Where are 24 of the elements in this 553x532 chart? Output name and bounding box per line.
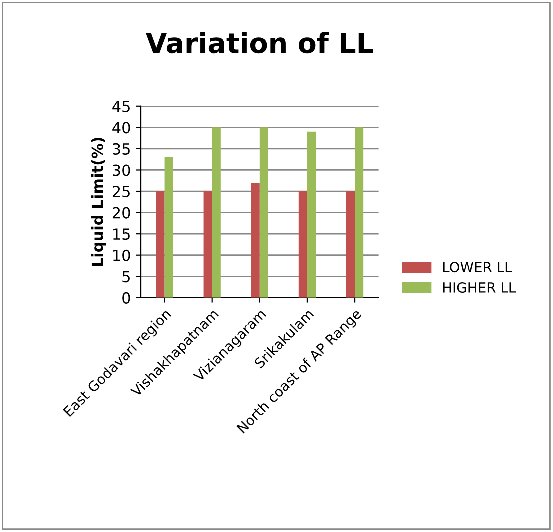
bar — [164, 157, 174, 298]
chart-title: Variation of LL — [146, 32, 374, 54]
bar — [260, 128, 268, 298]
y-axis-title: Liquid Limit(%) — [92, 138, 106, 266]
bar — [298, 192, 308, 298]
y-tick-label: 40 — [112, 122, 130, 134]
y-tick-label: 45 — [112, 101, 130, 112]
y-tick-label: 35 — [113, 143, 130, 155]
y-tick-label: 5 — [122, 271, 130, 283]
bar — [251, 183, 260, 298]
bar — [212, 128, 221, 298]
y-tick-label: 0 — [122, 292, 130, 304]
bar — [156, 192, 165, 298]
y-tick-label: 15 — [114, 228, 130, 240]
bar — [307, 132, 316, 298]
legend-label: HIGHER LL — [443, 282, 516, 293]
bar — [355, 128, 364, 298]
y-tick-label: 20 — [112, 207, 130, 219]
y-tick-label: 30 — [113, 164, 130, 176]
legend-label: LOWER LL — [443, 262, 512, 273]
y-tick-label: 25 — [112, 186, 130, 198]
bar — [204, 192, 212, 298]
bar — [346, 192, 356, 298]
y-tick-label: 10 — [114, 250, 130, 262]
